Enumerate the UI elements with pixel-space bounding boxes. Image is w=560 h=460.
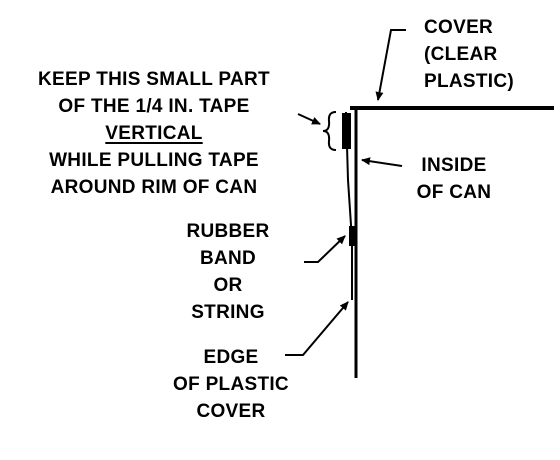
edge-label-line-2: OF PLASTIC — [173, 374, 289, 395]
keep-label-vertical: VERTICAL — [105, 123, 203, 144]
cover-label-line-1: COVER — [424, 17, 494, 38]
edge-cover-label: EDGE OF PLASTIC COVER — [166, 344, 296, 425]
cover-label: COVER (CLEAR PLASTIC) — [424, 14, 514, 95]
keep-label-line-2: OF THE 1/4 IN. TAPE — [58, 96, 250, 117]
edge-leader — [285, 301, 349, 356]
inside-leader — [361, 157, 403, 167]
rubber-leader — [304, 235, 346, 263]
rubber-band-label: RUBBER BAND OR STRING — [178, 218, 278, 326]
cover-label-line-3: PLASTIC) — [424, 71, 515, 92]
rubber-label-line-4: STRING — [191, 302, 265, 323]
inside-label-line-2: OF CAN — [416, 182, 492, 203]
rubber-band-mark — [349, 226, 356, 246]
keep-leader — [297, 113, 321, 125]
edge-label-line-3: COVER — [196, 401, 266, 422]
edge-label-line-1: EDGE — [203, 347, 259, 368]
keep-label-line-1: KEEP THIS SMALL PART — [38, 69, 270, 90]
rubber-label-line-2: BAND — [199, 248, 257, 269]
tape-piece — [342, 113, 351, 149]
rubber-label-line-1: RUBBER — [186, 221, 270, 242]
keep-label-line-5: AROUND RIM OF CAN — [50, 177, 258, 198]
inside-label-line-1: INSIDE — [421, 155, 487, 176]
cover-label-line-2: (CLEAR — [424, 44, 498, 65]
keep-label-line-4: WHILE PULLING TAPE — [49, 150, 259, 171]
keep-tape-label: KEEP THIS SMALL PART OF THE 1/4 IN. TAPE… — [14, 66, 294, 201]
inside-can-label: INSIDE OF CAN — [404, 152, 504, 206]
rubber-label-line-3: OR — [213, 275, 243, 296]
cover-leader — [375, 29, 406, 101]
brace — [322, 111, 337, 151]
